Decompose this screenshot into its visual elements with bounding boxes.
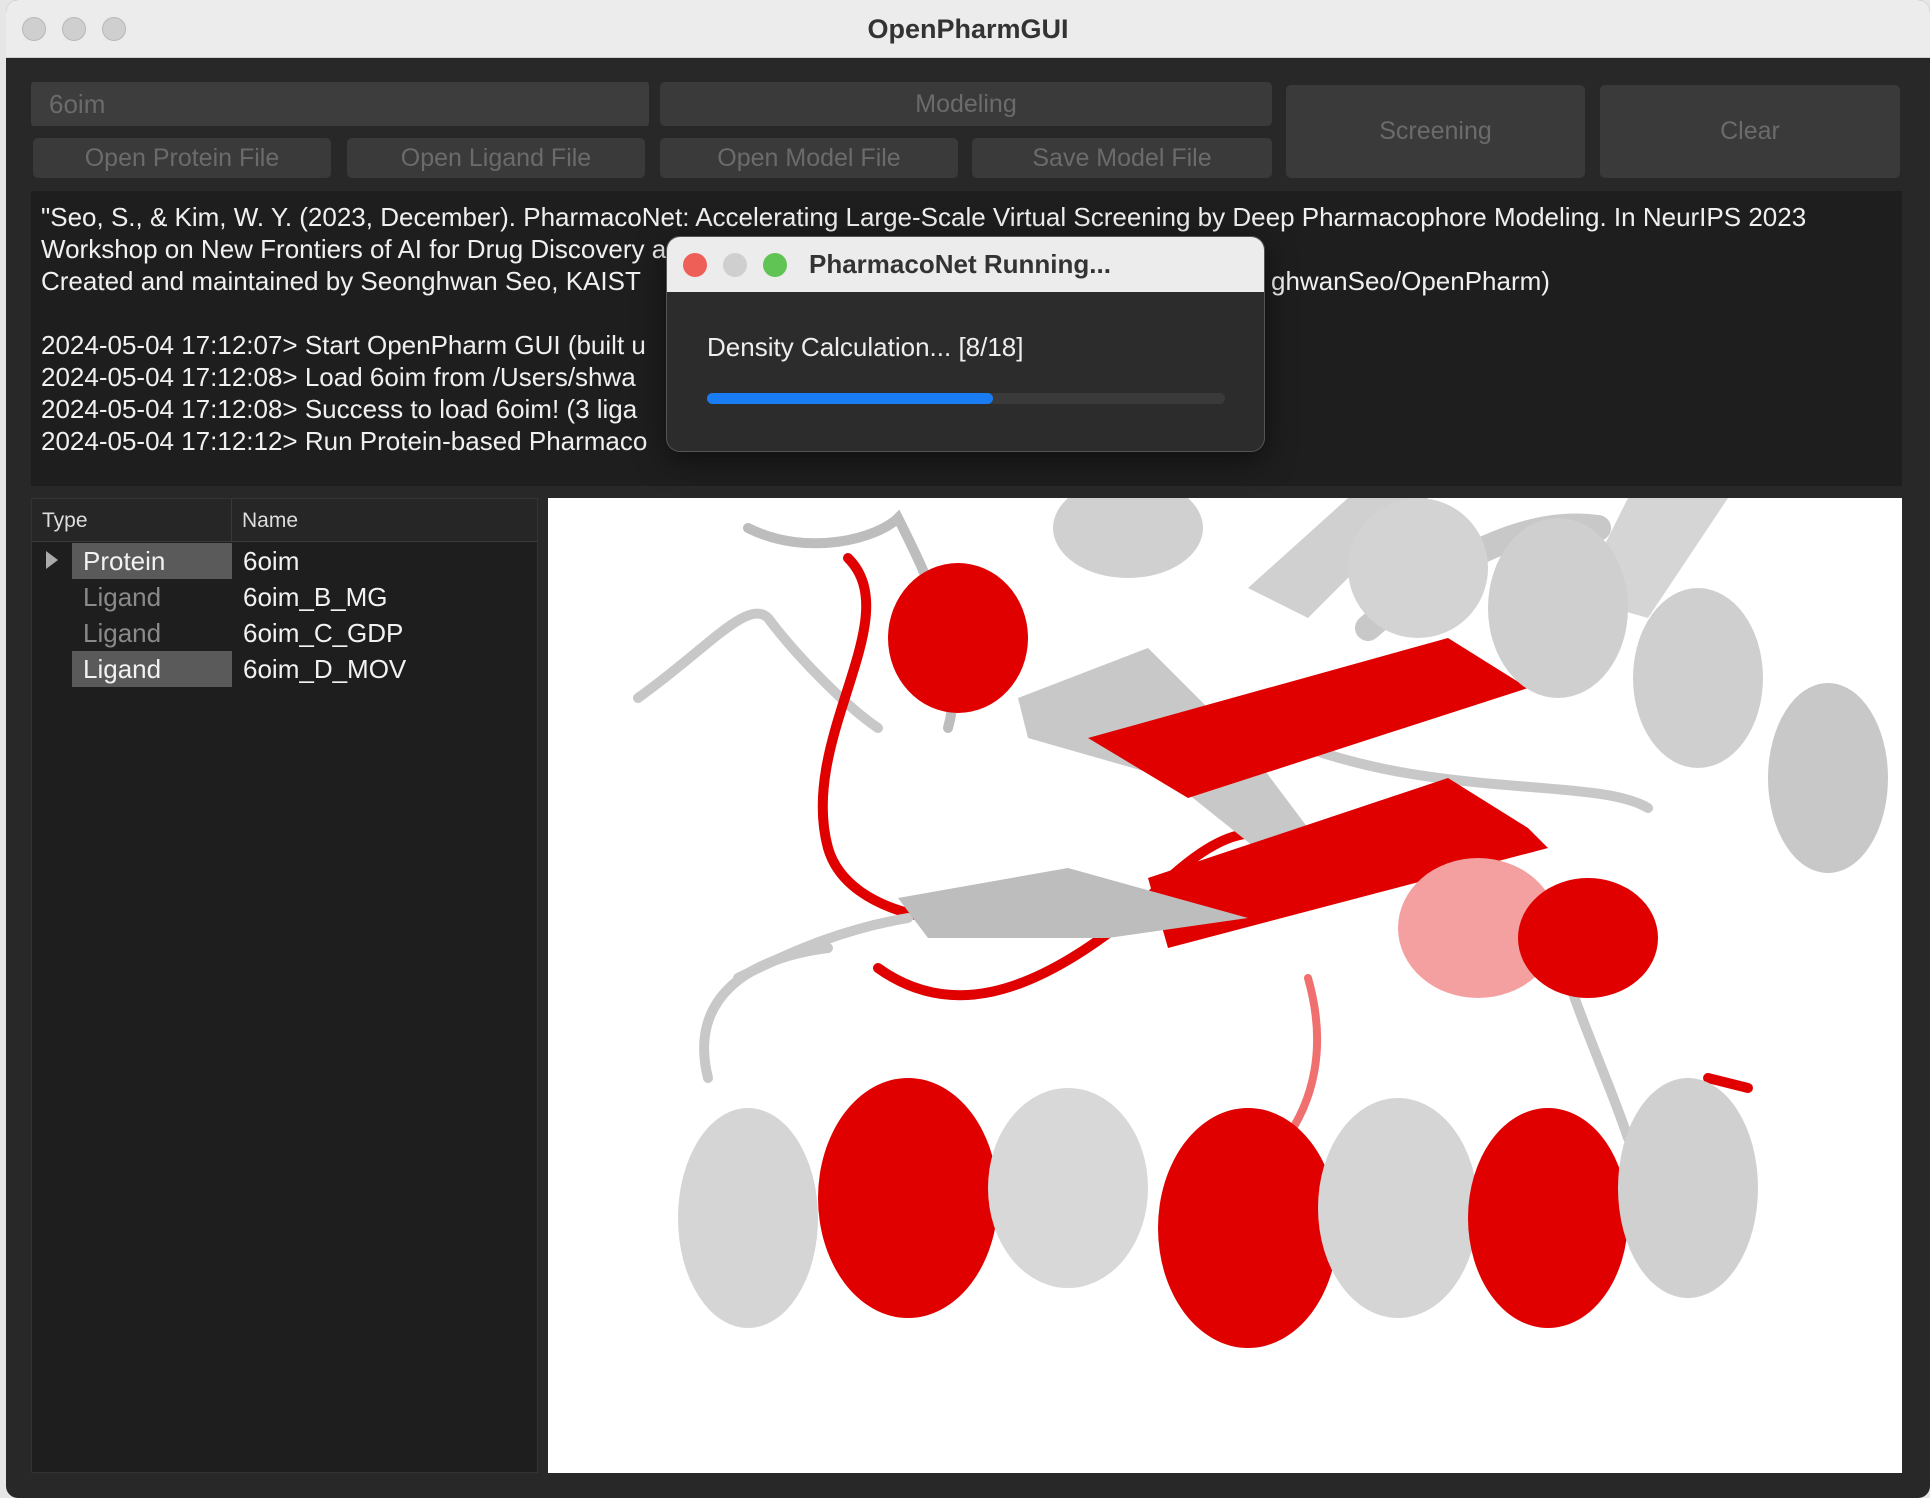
type-cell[interactable]: Ligand bbox=[83, 582, 162, 612]
name-cell[interactable]: 6oim bbox=[243, 546, 300, 576]
pdb-field[interactable]: 6oim bbox=[31, 82, 649, 126]
log-line: 2024-05-04 17:12:12> Run Protein-based P… bbox=[41, 426, 648, 456]
dialog-minimize[interactable] bbox=[723, 253, 747, 277]
tree-panel: Type Name Protein 6oim Ligand 6oim_B_MG … bbox=[31, 498, 538, 1473]
dialog-close[interactable] bbox=[683, 253, 707, 277]
type-cell[interactable]: Protein bbox=[72, 543, 232, 579]
screening-button[interactable]: Screening bbox=[1286, 85, 1585, 178]
minimize-button[interactable] bbox=[62, 17, 86, 41]
log-line: Created and maintained by Seonghwan Seo,… bbox=[41, 266, 641, 296]
open-ligand-button[interactable]: Open Ligand File bbox=[347, 138, 645, 178]
progress-fill bbox=[707, 393, 993, 404]
progress-message: Density Calculation... [8/18] bbox=[707, 332, 1024, 362]
log-fragment: ghwanSeo/OpenPharm) bbox=[1271, 266, 1550, 296]
open-protein-button[interactable]: Open Protein File bbox=[33, 138, 331, 178]
log-line: 2024-05-04 17:12:08> Success to load 6oi… bbox=[41, 394, 638, 424]
type-cell[interactable]: Ligand bbox=[83, 618, 162, 648]
name-cell[interactable]: 6oim_C_GDP bbox=[243, 618, 404, 648]
window-title: OpenPharmGUI bbox=[867, 14, 1069, 44]
log-line: 2024-05-04 17:12:07> Start OpenPharm GUI… bbox=[41, 330, 646, 360]
type-cell[interactable]: Ligand bbox=[72, 651, 232, 687]
close-button[interactable] bbox=[22, 17, 46, 41]
column-header[interactable]: Name bbox=[232, 499, 537, 542]
open-model-button[interactable]: Open Model File bbox=[660, 138, 958, 178]
progress-dialog: PharmacoNet Running... Density Calculati… bbox=[666, 236, 1265, 452]
zoom-button[interactable] bbox=[102, 17, 126, 41]
title-bar: OpenPharmGUI bbox=[6, 0, 1930, 58]
expand-arrow[interactable] bbox=[46, 551, 60, 569]
dialog-zoom[interactable] bbox=[763, 253, 787, 277]
log-line: 2024-05-04 17:12:08> Load 6oim from /Use… bbox=[41, 362, 636, 392]
name-cell[interactable]: 6oim_D_MOV bbox=[243, 654, 407, 684]
dialog-title: PharmacoNet Running... bbox=[667, 237, 1264, 292]
clear-button[interactable]: Clear bbox=[1600, 85, 1900, 178]
log-line: "Seo, S., & Kim, W. Y. (2023, December).… bbox=[41, 202, 1807, 232]
molecule-viewer[interactable] bbox=[548, 498, 1902, 1473]
modeling-button[interactable]: Modeling bbox=[660, 82, 1272, 126]
app-window: OpenPharmGUI 6oim Modeling Screening Cle… bbox=[6, 0, 1930, 1498]
name-cell[interactable]: 6oim_B_MG bbox=[243, 582, 388, 612]
save-model-button[interactable]: Save Model File bbox=[972, 138, 1272, 178]
column-header[interactable]: Type bbox=[32, 499, 232, 542]
